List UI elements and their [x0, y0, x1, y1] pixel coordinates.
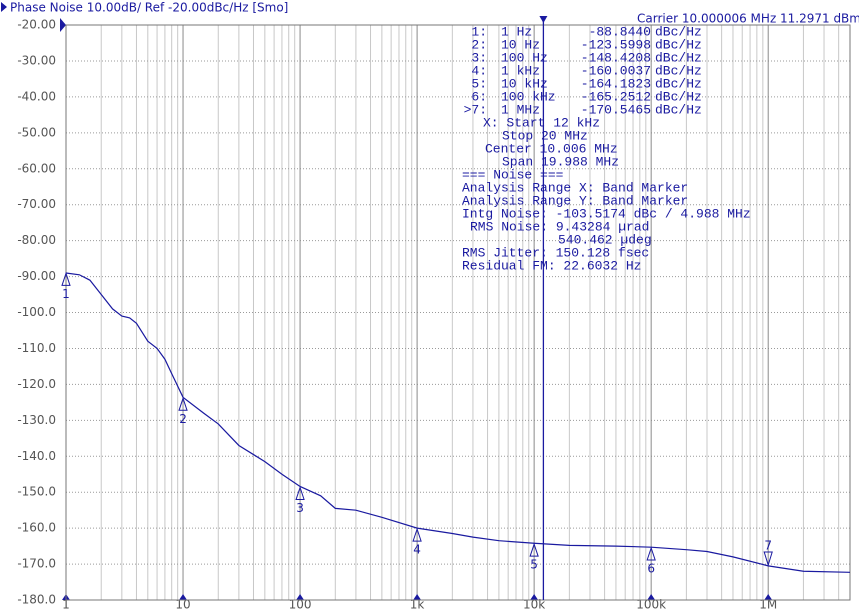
annotation: Span 19.988 MHz	[502, 154, 619, 169]
annotation: RMS Jitter: 150.128 fsec	[462, 245, 649, 260]
marker	[295, 485, 305, 501]
y-tick-label: -160.0	[17, 521, 56, 535]
marker-unit: dBc/Hz	[655, 37, 702, 52]
marker	[763, 551, 773, 567]
y-tick-label: -60.00	[17, 161, 56, 175]
annotation: Analysis Range Y: Band Marker	[462, 193, 688, 208]
marker-value: -170.5465	[581, 102, 651, 117]
marker	[646, 546, 656, 561]
marker-unit: dBc/Hz	[655, 76, 702, 91]
carrier-power: 11.2971 dBm	[780, 12, 859, 26]
ref-arrow	[1, 2, 7, 12]
marker-tag: 5:	[471, 76, 487, 91]
y-tick-label: -30.00	[17, 53, 56, 67]
marker-unit: dBc/Hz	[655, 24, 702, 39]
marker-tag: 6:	[471, 89, 487, 104]
marker-value: -164.1823	[581, 76, 651, 91]
marker-label: 2	[179, 412, 187, 426]
marker-unit: dBc/Hz	[655, 63, 702, 78]
marker-label: 3	[296, 501, 304, 515]
ref-level-arrow	[60, 18, 66, 32]
x-tick-arrow	[413, 594, 422, 600]
x-tick-label: 1M	[759, 598, 777, 611]
x-tick-label: 1	[62, 598, 70, 611]
marker	[412, 527, 422, 542]
marker-tag: 4:	[471, 63, 487, 78]
marker	[61, 271, 71, 286]
y-tick-label: -40.00	[17, 89, 56, 103]
carrier: Carrier 10.000006 MHz	[637, 12, 776, 26]
marker	[178, 396, 188, 411]
x-tick-arrow	[296, 594, 305, 600]
marker-value: -148.4208	[581, 50, 651, 65]
annotation: Residual FM: 22.6032 Hz	[462, 258, 641, 273]
marker-freq: 1 MHz	[501, 102, 540, 117]
marker-unit: dBc/Hz	[655, 50, 702, 65]
y-tick-label: -50.00	[17, 125, 56, 139]
marker-value: -165.2512	[581, 89, 651, 104]
marker-label: 1	[62, 287, 70, 301]
y-tick-label: -130.0	[17, 413, 56, 427]
y-tick-label: -170.0	[17, 557, 56, 571]
marker-label: 5	[530, 558, 538, 572]
marker	[529, 542, 539, 557]
x-tick-arrow	[647, 594, 656, 600]
annotation: Center 10.006 MHz	[485, 141, 618, 156]
grid	[65, 24, 850, 601]
y-tick-label: -90.00	[17, 269, 56, 283]
x-tick-label: 10	[175, 598, 190, 611]
marker-unit: dBc/Hz	[655, 102, 702, 117]
annotation: X: Start 12 kHz	[483, 115, 600, 130]
marker-tag: 1:	[471, 24, 487, 39]
marker-value: -160.0037	[581, 63, 651, 78]
marker-freq: 10 Hz	[501, 37, 540, 52]
chart-title: Phase Noise 10.00dB/ Ref -20.00dBc/Hz [S…	[10, 1, 288, 15]
y-tick-label: -100.0	[17, 305, 56, 319]
x-tick-arrow	[179, 594, 188, 600]
marker-tag: 3:	[471, 50, 487, 65]
y-tick-label: -180.0	[17, 593, 56, 607]
x-tick-label: 10k	[523, 598, 545, 611]
marker-unit: dBc/Hz	[655, 89, 702, 104]
marker-tag: 2:	[471, 37, 487, 52]
annotation: 540.462 µdeg	[558, 232, 652, 247]
x-tick-label: 1k	[410, 598, 425, 611]
marker-value: -123.5998	[581, 37, 651, 52]
x-tick-label: 100k	[636, 598, 666, 611]
y-tick-label: -20.00	[17, 18, 56, 32]
marker-value: -88.8440	[589, 24, 651, 39]
y-tick-label: -70.00	[17, 197, 56, 211]
x-tick-label: 100	[289, 598, 312, 611]
marker-freq: 100 Hz	[501, 50, 548, 65]
marker-label: 6	[647, 561, 655, 575]
x-tick-arrow	[764, 594, 773, 600]
x-tick-arrow	[530, 594, 539, 600]
y-tick-label: -150.0	[17, 485, 56, 499]
marker-label: 4	[413, 543, 421, 557]
y-tick-label: -120.0	[17, 377, 56, 391]
marker-label: 7	[764, 539, 772, 553]
marker-freq: 10 kHz	[501, 76, 548, 91]
plot-frame	[65, 24, 851, 601]
marker-tag: >7:	[464, 102, 487, 117]
marker-freq: 100 kHz	[501, 89, 556, 104]
y-tick-label: -80.00	[17, 233, 56, 247]
y-tick-label: -110.0	[17, 341, 56, 355]
y-tick-label: -140.0	[17, 449, 56, 463]
annotation: RMS Noise: 9.43284 µrad	[470, 219, 649, 234]
marker-freq: 1 kHz	[501, 63, 540, 78]
annotation: Intg Noise: -103.5174 dBc / 4.988 MHz	[462, 206, 751, 221]
annotation: Stop 20 MHz	[502, 128, 588, 143]
annotation: === Noise ===	[462, 167, 564, 182]
band-marker-arrow	[539, 16, 548, 23]
marker-freq: 1 Hz	[501, 24, 532, 39]
annotation: Analysis Range X: Band Marker	[462, 180, 688, 195]
